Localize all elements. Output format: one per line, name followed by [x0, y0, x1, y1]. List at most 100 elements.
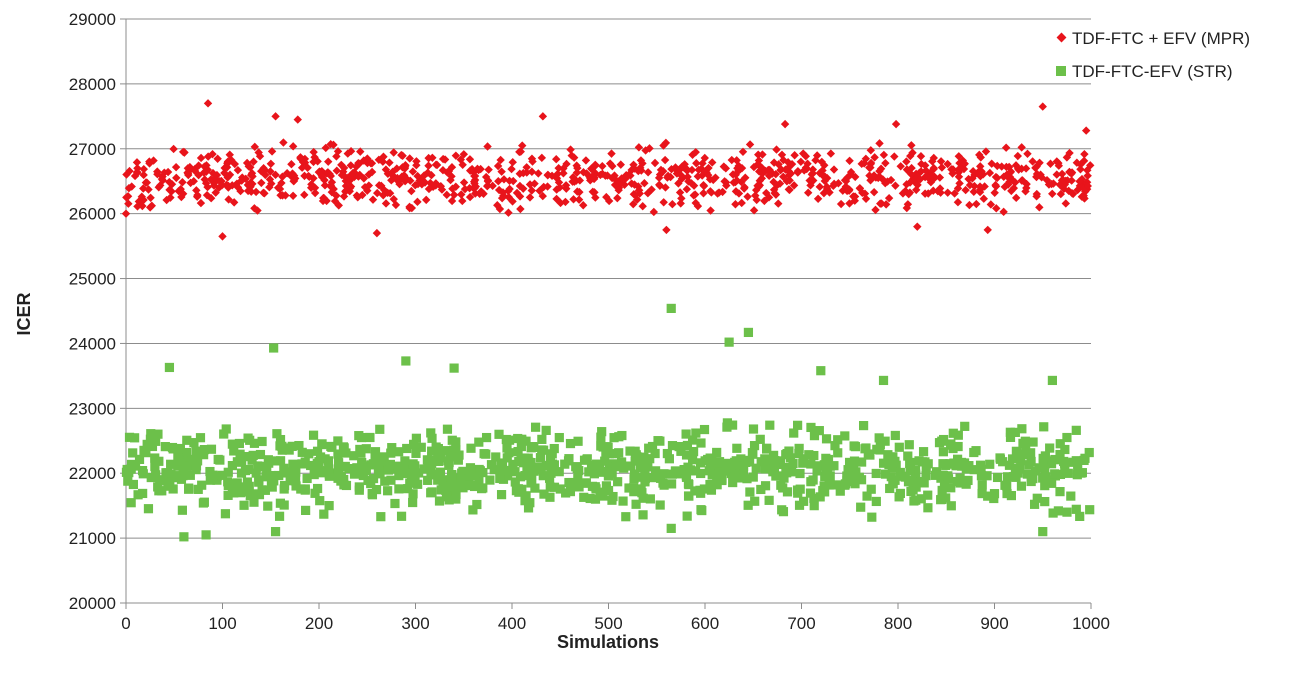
- point-mpr-769: [296, 153, 305, 162]
- point-str-418: [939, 434, 949, 445]
- point-mpr-673: [915, 175, 925, 184]
- point-mpr-72: [172, 173, 181, 183]
- point-mpr-294: [385, 158, 394, 167]
- point-str-415: [813, 461, 823, 471]
- point-str-522: [918, 447, 929, 457]
- point-mpr-872: [855, 184, 865, 193]
- point-str-802: [722, 458, 732, 468]
- point-mpr-683: [590, 188, 599, 197]
- point-str-451: [907, 475, 917, 485]
- point-str-997: [878, 375, 889, 386]
- point-mpr-910: [596, 170, 605, 180]
- point-mpr-978: [722, 181, 731, 190]
- point-mpr-947: [734, 161, 743, 171]
- point-mpr-435: [364, 181, 374, 190]
- point-mpr-599: [968, 174, 977, 183]
- point-str-405: [793, 420, 803, 430]
- point-str-476: [667, 441, 678, 451]
- point-mpr-934: [223, 158, 232, 167]
- point-str-228: [1073, 462, 1083, 472]
- point-mpr-126: [300, 190, 309, 200]
- point-mpr-319: [424, 161, 433, 170]
- point-mpr-564: [196, 198, 206, 208]
- point-mpr-194: [799, 149, 808, 158]
- point-str-699: [814, 426, 824, 436]
- point-str-844: [769, 450, 779, 460]
- point-str-682: [840, 479, 850, 489]
- point-str-535: [458, 483, 468, 493]
- point-str-537: [1040, 496, 1050, 507]
- point-str-644: [961, 464, 971, 474]
- point-str-686: [1079, 455, 1089, 465]
- point-str-556: [682, 511, 692, 521]
- point-str-293: [234, 438, 245, 449]
- point-str-473: [683, 491, 694, 501]
- point-mpr-814: [731, 187, 741, 196]
- point-mpr-515: [389, 148, 398, 157]
- point-mpr-257: [753, 160, 763, 169]
- point-str-778: [611, 462, 621, 472]
- point-mpr-4: [731, 200, 740, 209]
- point-str-932: [451, 437, 461, 447]
- point-mpr-57: [139, 184, 148, 193]
- point-str-519: [466, 443, 476, 453]
- point-mpr-979: [244, 162, 253, 171]
- point-str-240: [304, 449, 314, 459]
- y-tick-label-0: 20000: [69, 594, 116, 613]
- point-str-674: [272, 429, 282, 439]
- point-mpr-412: [467, 164, 477, 174]
- point-mpr-657: [1046, 159, 1055, 168]
- point-str-599: [555, 484, 565, 494]
- point-mpr-779: [250, 204, 259, 213]
- point-str-759: [402, 443, 412, 454]
- y-tick-label-6: 26000: [69, 205, 116, 224]
- point-mpr-236: [917, 159, 926, 169]
- point-str-875: [520, 471, 530, 481]
- point-mpr-8: [986, 200, 996, 209]
- point-mpr-363: [999, 172, 1008, 181]
- point-mpr-964: [981, 147, 991, 156]
- point-mpr-862: [374, 181, 384, 190]
- point-str-202: [625, 461, 636, 471]
- point-mpr-234: [972, 199, 981, 209]
- point-str-769: [916, 494, 926, 504]
- y-tick-label-3: 23000: [69, 399, 116, 418]
- point-str-691: [485, 475, 495, 485]
- point-mpr-816: [764, 171, 774, 180]
- point-mpr-301: [356, 147, 365, 156]
- point-str-828: [291, 481, 301, 491]
- point-mpr-264: [527, 167, 537, 176]
- point-mpr-780: [367, 159, 377, 168]
- point-mpr-772: [133, 168, 142, 178]
- point-str-552: [436, 485, 446, 495]
- point-str-178: [223, 467, 233, 477]
- point-str-987: [201, 530, 211, 540]
- point-mpr-128: [561, 197, 570, 207]
- point-mpr-869: [875, 166, 884, 176]
- point-mpr-641: [519, 184, 528, 193]
- point-mpr-776: [289, 177, 298, 186]
- point-str-628: [713, 457, 723, 468]
- point-str-611: [176, 474, 187, 484]
- tick-labels: 20000 21000 22000 23000 24000 25000 26000 27000…: [69, 10, 1110, 633]
- point-str-993: [666, 523, 676, 533]
- point-str-896: [300, 484, 310, 494]
- point-mpr-307: [660, 155, 670, 165]
- point-mpr-610: [538, 191, 547, 201]
- point-str-938: [992, 472, 1003, 483]
- point-mpr-102: [339, 163, 349, 173]
- point-str-744: [128, 448, 138, 458]
- point-mpr-962: [875, 139, 884, 148]
- point-str-639: [833, 448, 843, 458]
- point-str-774: [142, 439, 152, 449]
- point-str-605: [895, 467, 905, 478]
- point-mpr-321: [539, 182, 548, 192]
- point-mpr-977: [842, 186, 852, 196]
- point-mpr-620: [310, 188, 320, 198]
- point-str-432: [496, 490, 507, 500]
- point-str-208: [223, 490, 233, 500]
- point-str-910: [319, 509, 329, 519]
- point-mpr-607: [634, 186, 644, 195]
- point-mpr-709: [509, 176, 518, 186]
- point-mpr-431: [324, 157, 333, 166]
